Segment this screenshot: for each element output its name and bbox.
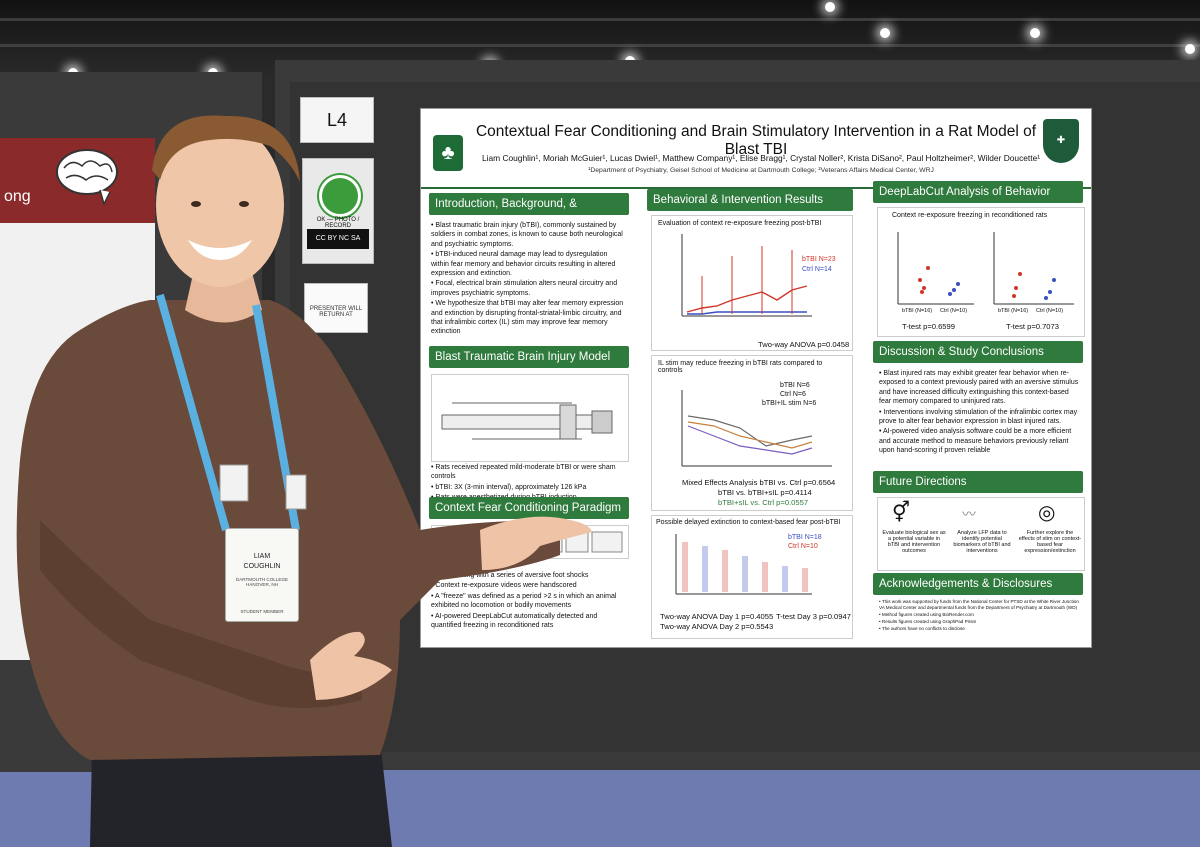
name-badge: LIAM COUGHLIN DARTMOUTH COLLEGE HANOVER,… (225, 528, 299, 622)
results-figure-3: Possible delayed extinction to context-b… (651, 515, 853, 639)
neighbor-poster-header: ong (0, 138, 155, 223)
brain-icon (56, 149, 118, 207)
fig2-legend-ctrl: Ctrl N=6 (780, 391, 806, 398)
dlc-x-right-btbi: bTBI (N=16) (998, 308, 1029, 314)
section-header-discussion: Discussion & Study Conclusions (873, 341, 1083, 363)
camera-icon (319, 175, 361, 217)
dlc-stat-right: T-test p=0.7073 (1006, 322, 1059, 331)
va-shield-logo: ✚ (1043, 119, 1079, 163)
presenter-card: PRESENTER WILL RETURN AT (304, 283, 368, 333)
intro-bullet: We hypothesize that bTBI may alter fear … (431, 299, 627, 337)
fig1-legend-ctrl: Ctrl N=14 (802, 266, 832, 273)
dlc-x-left-ctrl: Ctrl (N=10) (940, 308, 968, 314)
fig2-legend-stim: bTBI+IL stim N=6 (762, 400, 817, 407)
future-directions-panel: ⚥ 〰 ◎ Evaluate biological sex as a poten… (877, 497, 1085, 571)
future-item: Evaluate biological sex as a potential v… (882, 530, 946, 554)
fig3-stat-2: T-test Day 3 p=0.0947 (776, 612, 851, 621)
presenter-card-text: PRESENTER WILL RETURN AT (309, 306, 363, 318)
dlc-stat-left: T-test p=0.6599 (902, 322, 955, 331)
discussion-bullet: AI-powered video analysis software could… (879, 427, 1079, 455)
fig2-title: IL stim may reduce freezing in bTBI rats… (658, 360, 823, 374)
fig3-legend-ctrl: Ctrl N=10 (788, 543, 818, 550)
presenter-person (16, 115, 592, 847)
section-header-ack: Acknowledgements & Disclosures (873, 573, 1083, 595)
blast-tube-diagram (431, 374, 629, 462)
paradigm-bullet: AI-powered DeepLabCut automatically dete… (431, 612, 627, 631)
poster-authors: Liam Coughlin¹, Moriah McGuier¹, Lucas D… (481, 153, 1041, 163)
fig1-title: Evaluation of context re-exposure freezi… (658, 220, 822, 227)
fig3-stat-3: Two-way ANOVA Day 2 p=0.5543 (660, 622, 774, 631)
intro-bullet: Blast traumatic brain injury (bTBI), com… (431, 221, 627, 249)
poster-header: ♣ Contextual Fear Conditioning and Brain… (421, 109, 1091, 189)
ack-bullet: This work was supported by funds from th… (879, 599, 1079, 611)
intro-bullets: Blast traumatic brain injury (bTBI), com… (431, 221, 627, 338)
badge-first-name: LIAM (253, 553, 271, 560)
intro-bullet: Focal, electrical brain stimulation alte… (431, 279, 627, 298)
badge-organization: DARTMOUTH COLLEGE HANOVER, NH (235, 577, 289, 587)
fig2-stat-1: Mixed Effects Analysis bTBI vs. Ctrl p=0… (682, 478, 836, 487)
poster-title: Contextual Fear Conditioning and Brain S… (475, 123, 1037, 158)
fig1-stat: Two-way ANOVA p=0.0458 (758, 340, 850, 349)
section-header-paradigm: Context Fear Conditioning Paradigm (429, 497, 629, 519)
ack-bullet: Results figures created using GraphPad P… (879, 619, 1079, 625)
model-bullet: Rats received repeated mild-moderate bTB… (431, 463, 627, 482)
results-figure-2: IL stim may reduce freezing in bTBI rats… (651, 355, 853, 511)
ceiling-light (825, 2, 835, 12)
paradigm-bullets: Conditioning with a series of aversive f… (431, 571, 627, 631)
sex-symbols-icon: ⚥ (892, 502, 911, 524)
discussion-bullets: Blast injured rats may exhibit greater f… (879, 369, 1079, 457)
ceiling-light (1185, 44, 1195, 54)
discussion-bullet: Interventions involving stimulation of t… (879, 408, 1079, 427)
board-label: L4 (300, 97, 374, 143)
fig3-stat-1: Two-way ANOVA Day 1 p=0.4055 (660, 612, 774, 621)
fig2-stat-3: bTBI+sIL vs. Ctrl p=0.0557 (718, 498, 809, 507)
lfp-waveform-icon: 〰 (962, 506, 976, 522)
model-bullet: bTBI: 3X (3-min interval), approximately… (431, 483, 627, 492)
brain-icon: ◎ (1038, 502, 1056, 524)
ack-bullets: This work was supported by funds from th… (879, 599, 1079, 633)
poster-affiliation: ¹Department of Psychiatry, Geisel School… (588, 167, 934, 174)
dlc-fig-title: Context re-exposure freezing in recondit… (892, 212, 1048, 219)
neighbor-poster-title: ong (4, 188, 31, 205)
intro-bullet: bTBI-induced neural damage may lead to d… (431, 250, 627, 278)
fig1-legend-btbi: bTBI N=23 (802, 256, 836, 263)
fig3-legend-btbi: bTBI N=18 (788, 534, 822, 541)
ceiling-truss (0, 18, 1200, 21)
section-header-dlc: DeepLabCut Analysis of Behavior (873, 181, 1083, 203)
dlc-figure: Context re-exposure freezing in recondit… (877, 207, 1085, 337)
photo-permission-sticker: OK — PHOTO / RECORD CC BY NC SA (302, 158, 374, 264)
discussion-bullet: Blast injured rats may exhibit greater f… (879, 369, 1079, 407)
ceiling-truss (0, 44, 1200, 47)
section-header-model: Blast Traumatic Brain Injury Model (429, 346, 629, 368)
paradigm-bullet: A "freeze" was defined as a period >2 s … (431, 592, 627, 611)
ceiling-light (880, 28, 890, 38)
dlc-x-right-ctrl: Ctrl (N=10) (1036, 308, 1064, 314)
fig3-title: Possible delayed extinction to context-b… (656, 519, 841, 526)
badge-last-name: COUGHLIN (243, 563, 281, 570)
dartmouth-logo: ♣ (433, 135, 463, 171)
paradigm-bullet: Context re-exposure videos were handscor… (431, 581, 627, 590)
ack-bullet: The authors have no conflicts to disclos… (879, 626, 1079, 632)
ack-bullet: Method figures created using BioRender.c… (879, 612, 1079, 618)
fig2-legend-btbi: bTBI N=6 (780, 382, 810, 389)
paradigm-bullet: Conditioning with a series of aversive f… (431, 571, 627, 580)
future-item: Analyze LFP data to identify potential b… (953, 530, 1011, 554)
fig2-stat-2: bTBI vs. bTBI+sIL p=0.4114 (718, 488, 812, 497)
results-figure-1: Evaluation of context re-exposure freezi… (651, 215, 853, 351)
section-header-future: Future Directions (873, 471, 1083, 493)
section-header-results: Behavioral & Intervention Results (647, 189, 853, 211)
photo-permission-text: OK — PHOTO / RECORD (316, 217, 360, 229)
dlc-x-left-btbi: bTBI (N=16) (902, 308, 933, 314)
future-item: Further explore the effects of stim on c… (1018, 530, 1082, 554)
cc-license-badge: CC BY NC SA (307, 229, 369, 249)
ceiling-light (1030, 28, 1040, 38)
badge-role: STUDENT MEMBER (240, 609, 284, 614)
